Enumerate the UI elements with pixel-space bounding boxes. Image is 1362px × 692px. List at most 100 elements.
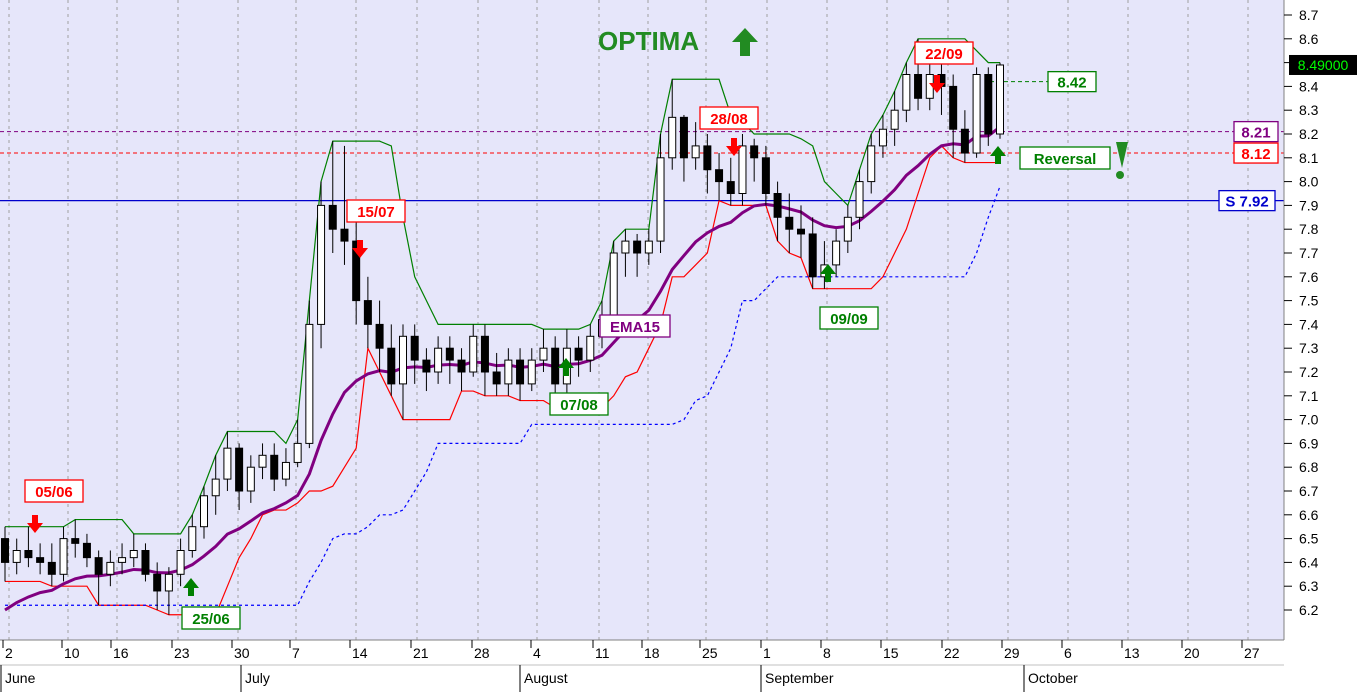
x-tick-label: 13 xyxy=(1124,645,1140,661)
candle-body xyxy=(703,145,712,171)
signal-label-box xyxy=(699,106,759,130)
x-axis-ticks: 2 10 16 23 30 7 14 21 28 4 11 18 25 1 8 15 22 29 6 13 20 27 xyxy=(2,640,1260,661)
y-tick-label: 7.9 xyxy=(1299,197,1319,213)
signal-label-box xyxy=(346,199,406,223)
level-label: 8.21 xyxy=(1241,125,1270,142)
candle-body xyxy=(738,145,747,194)
candle-body xyxy=(761,157,770,195)
candle-body xyxy=(375,323,384,349)
buy-arrow-icon xyxy=(183,578,199,596)
signal-label: 05/06 xyxy=(35,484,73,501)
y-tick-label: 7.4 xyxy=(1299,316,1319,332)
candle-body xyxy=(843,216,852,242)
y-tick-label: 7.1 xyxy=(1299,388,1319,404)
candle-body xyxy=(141,550,150,575)
sell-arrow-icon xyxy=(27,515,43,533)
x-tick-label: 16 xyxy=(113,645,129,661)
candle-body xyxy=(36,557,45,563)
candle-body xyxy=(715,169,724,183)
y-tick-label: 6.8 xyxy=(1299,459,1319,475)
candle-body xyxy=(574,347,583,361)
candle-body xyxy=(328,204,337,230)
signal-label-box xyxy=(819,306,879,330)
candle-body xyxy=(656,157,665,242)
month-labels: June July August September October xyxy=(0,665,1078,692)
candle-body xyxy=(445,347,454,361)
candle-body xyxy=(586,335,595,361)
candle-body xyxy=(94,557,103,575)
candles xyxy=(1,38,1004,615)
signal-label: 22/09 xyxy=(925,46,963,63)
candle-body xyxy=(984,74,993,135)
candle-body xyxy=(726,181,735,195)
y-tick-label: 7.3 xyxy=(1299,340,1319,356)
candle-body xyxy=(808,233,817,278)
y-tick-label: 6.2 xyxy=(1299,602,1319,618)
upper-band-line xyxy=(5,38,1000,535)
candle-body xyxy=(668,116,677,159)
candle-body xyxy=(785,216,794,230)
signals: 05/06 25/06 15/07 07/08 28/08 09/09 22/09 xyxy=(24,41,974,630)
candle-body xyxy=(399,335,407,385)
candle-body xyxy=(387,347,396,385)
candle-body xyxy=(12,550,21,563)
buy-arrow-icon xyxy=(990,146,1006,164)
candle-body xyxy=(352,240,361,302)
candle-body xyxy=(902,74,911,111)
candle-body xyxy=(176,550,185,575)
candle-body xyxy=(960,128,969,154)
month-label: August xyxy=(524,670,568,686)
band-lines xyxy=(4,38,1001,616)
x-tick-label: 1 xyxy=(763,645,771,661)
x-tick-label: 14 xyxy=(352,645,368,661)
candle-body xyxy=(82,542,91,559)
x-tick-label: 29 xyxy=(1004,645,1020,661)
x-tick-label: 6 xyxy=(1064,645,1072,661)
exclamation-dot-icon xyxy=(1116,171,1124,179)
y-tick-label: 7.0 xyxy=(1299,412,1319,428)
signal-label-box xyxy=(24,479,84,503)
candle-body xyxy=(188,526,197,552)
candle-body xyxy=(235,447,244,492)
signal-label-box xyxy=(549,392,609,416)
candle-body xyxy=(71,538,80,544)
month-label: July xyxy=(245,670,270,686)
x-tick-label: 18 xyxy=(644,645,660,661)
candle-body xyxy=(200,495,208,528)
x-tick-label: 7 xyxy=(292,645,300,661)
candle-body xyxy=(211,478,220,497)
candle-body xyxy=(867,145,876,183)
y-axis-panel xyxy=(1284,0,1362,640)
x-tick-label: 20 xyxy=(1184,645,1200,661)
last-price-box xyxy=(1289,54,1357,75)
y-axis-ticks: 6.2 6.3 6.4 6.5 6.6 6.7 6.8 6.9 7.0 7.1 7.2 7.3 7.4 7… xyxy=(1284,7,1319,618)
candle-body xyxy=(679,116,688,159)
month-label: September xyxy=(765,670,834,686)
exclamation-icon xyxy=(1116,142,1128,168)
last-price-label: 8.49000 xyxy=(1298,57,1349,73)
y-tick-label: 7.7 xyxy=(1299,245,1319,261)
x-tick-label: 2 xyxy=(5,645,13,661)
title-up-arrow-icon xyxy=(732,28,758,56)
candle-body xyxy=(644,240,653,254)
candle-body xyxy=(305,323,314,444)
x-tick-label: 4 xyxy=(533,645,541,661)
signal-label-box xyxy=(181,606,241,630)
level-label-box xyxy=(1233,142,1279,164)
ema-label: EMA15 xyxy=(610,319,660,336)
x-tick-label: 27 xyxy=(1244,645,1260,661)
candle-body xyxy=(270,454,279,480)
candle-body xyxy=(59,538,68,575)
candle-body xyxy=(890,109,899,130)
y-tick-label: 7.6 xyxy=(1299,269,1319,285)
candle-body xyxy=(118,557,127,563)
candle-body xyxy=(24,550,33,559)
level-label: 8.12 xyxy=(1241,146,1270,163)
candle-body xyxy=(258,454,267,468)
candle-body xyxy=(492,371,501,385)
candle-body xyxy=(410,335,419,361)
candle-body xyxy=(480,335,489,373)
buy-arrow-icon xyxy=(558,358,574,376)
x-axis-panel xyxy=(0,640,1284,692)
candle-body xyxy=(539,347,548,361)
